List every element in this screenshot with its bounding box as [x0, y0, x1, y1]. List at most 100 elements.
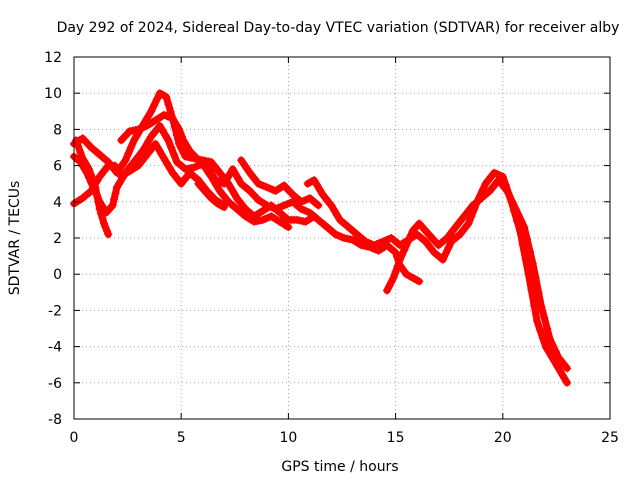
data-point	[514, 211, 523, 220]
data-point	[327, 201, 336, 210]
data-point	[74, 142, 83, 151]
data-point	[563, 364, 572, 373]
data-point	[540, 313, 549, 322]
data-point	[160, 154, 168, 163]
y-tick-label: 8	[53, 122, 62, 138]
data-point	[478, 185, 487, 194]
data-point	[151, 139, 160, 148]
y-tick-label: -8	[48, 412, 62, 428]
data-point	[158, 126, 167, 135]
series-trace	[304, 169, 571, 387]
data-point	[141, 142, 150, 151]
x-tick-label: 5	[177, 430, 186, 446]
data-point	[92, 190, 101, 199]
data-point	[234, 174, 243, 183]
data-point	[155, 121, 164, 130]
data-point	[98, 214, 107, 223]
data-point	[208, 171, 217, 180]
data-point	[393, 261, 402, 270]
chart-title: Day 292 of 2024, Sidereal Day-to-day VTE…	[57, 20, 620, 36]
data-point	[85, 165, 93, 174]
data-point	[154, 144, 163, 153]
data-point	[395, 255, 404, 264]
data-point	[531, 273, 540, 282]
data-point	[387, 278, 396, 286]
data-point	[526, 247, 534, 256]
data-point	[511, 205, 520, 213]
tick-labels: 0 5 10 15 20 25 -8 -6 -4 -2 0 2 4 6 8 10 12	[44, 50, 619, 446]
data-point	[536, 325, 544, 334]
data-point	[205, 166, 214, 175]
data-point	[231, 170, 240, 178]
data-point	[144, 137, 153, 146]
data-point	[97, 209, 106, 218]
series-trace	[70, 122, 292, 231]
y-tick-label: 12	[44, 50, 62, 66]
data-point	[164, 100, 173, 109]
data-point	[391, 267, 400, 276]
data-point	[108, 201, 117, 210]
data-point	[503, 186, 512, 195]
data-point	[91, 183, 100, 192]
data-point	[111, 189, 120, 198]
data-point	[177, 132, 186, 141]
data-point	[176, 129, 185, 137]
y-axis-title: SDTVAR / TECUs	[7, 181, 23, 296]
plot-area	[70, 89, 572, 387]
data-point	[228, 165, 237, 174]
data-point	[101, 223, 110, 232]
data-point	[170, 150, 179, 159]
y-tick-label: 6	[53, 159, 62, 175]
data-point	[541, 342, 550, 351]
data-point	[547, 352, 556, 361]
data-point	[441, 249, 450, 258]
data-point	[167, 143, 176, 152]
data-point	[102, 226, 111, 235]
data-series	[72, 136, 113, 239]
data-point	[543, 324, 552, 333]
data-point	[150, 101, 158, 110]
data-point	[438, 255, 447, 264]
data-point	[563, 378, 572, 387]
data-point	[533, 317, 542, 326]
data-point	[175, 125, 184, 134]
x-tick-label: 15	[387, 430, 405, 446]
data-point	[127, 142, 136, 151]
y-tick-label: -6	[48, 376, 62, 392]
x-tick-label: 0	[70, 430, 79, 446]
data-point	[162, 92, 171, 101]
data-point	[76, 148, 85, 157]
data-point	[415, 277, 424, 286]
data-point	[520, 223, 529, 232]
data-point	[505, 193, 514, 201]
data-point	[179, 148, 188, 157]
data-point	[164, 136, 173, 145]
data-point	[464, 219, 473, 228]
data-point	[202, 161, 211, 170]
data-point	[391, 248, 400, 257]
data-point	[95, 205, 104, 213]
x-tick-label: 25	[601, 430, 619, 446]
data-point	[385, 282, 394, 291]
data-point	[313, 180, 321, 189]
data-series	[194, 179, 229, 212]
data-point	[551, 347, 560, 356]
data-point	[130, 136, 138, 145]
data-series	[383, 176, 572, 373]
x-tick-label: 20	[494, 430, 512, 446]
data-point	[124, 149, 133, 158]
data-point	[161, 131, 170, 140]
data-point	[87, 171, 96, 180]
data-point	[118, 160, 127, 169]
data-point	[72, 136, 81, 145]
data-point	[138, 147, 147, 156]
data-point	[144, 112, 153, 121]
data-point	[147, 107, 156, 116]
data-point	[383, 286, 391, 295]
data-point	[508, 199, 517, 207]
data-point	[398, 250, 406, 259]
data-point	[115, 178, 124, 187]
y-tick-label: -2	[48, 303, 62, 319]
